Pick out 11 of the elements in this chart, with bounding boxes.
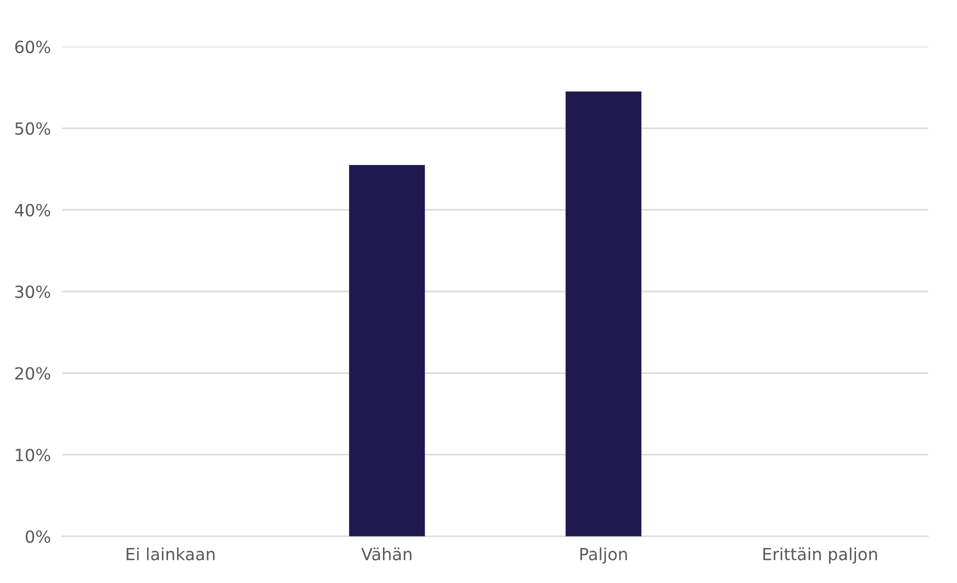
x-tick-label: Ei lainkaan [126, 547, 214, 560]
y-tick-label: 10% [16, 448, 50, 462]
x-tick-label: Paljon [580, 547, 627, 564]
y-tick-label: 30% [15, 285, 50, 298]
x-tick-label: Vähän [361, 547, 412, 560]
y-tick-label: 20% [15, 367, 50, 380]
y-tick-label: 40% [14, 204, 50, 216]
y-tick-label: 0% [26, 530, 50, 543]
y-tick-label: 50% [15, 122, 50, 135]
y-tick-label: 60% [15, 40, 50, 54]
x-tick-label: Erittäin paljon [763, 547, 877, 564]
